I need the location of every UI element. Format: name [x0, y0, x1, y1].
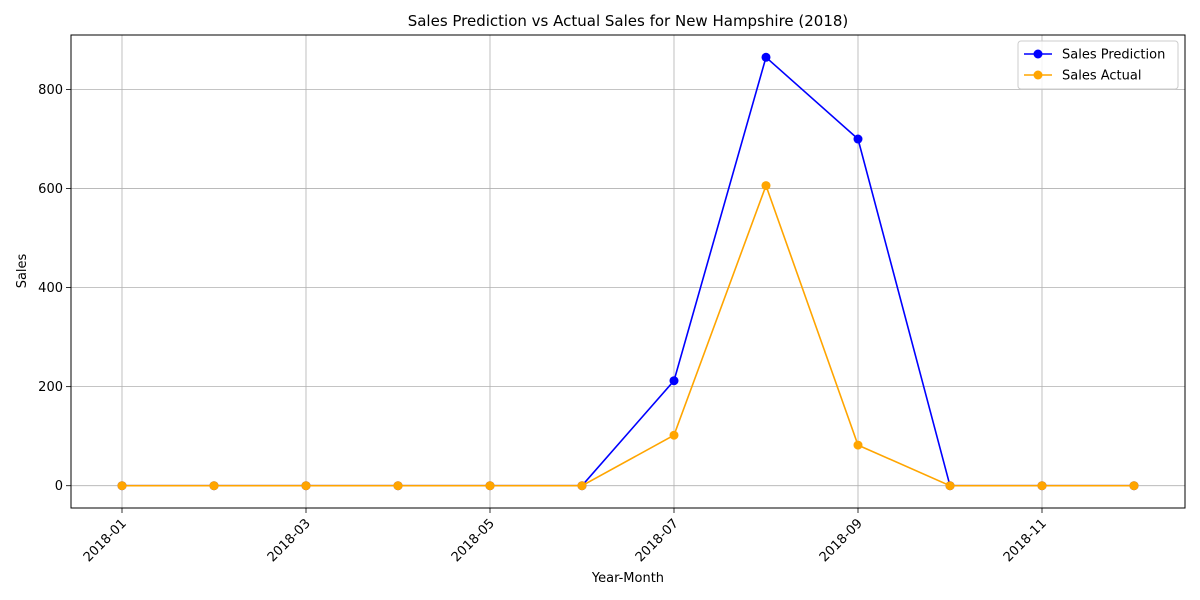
- x-tick-label: 2018-11: [1001, 516, 1050, 565]
- x-tick-label: 2018-01: [81, 516, 130, 565]
- sales-actual-point: [301, 481, 311, 491]
- sales-actual-point: [1129, 481, 1139, 491]
- legend-box: [1017, 40, 1179, 90]
- y-tick-label: 400: [38, 281, 63, 296]
- sales-prediction-point: [761, 52, 771, 62]
- series-group: [117, 52, 1139, 491]
- x-tick-label: 2018-05: [449, 516, 498, 565]
- sales-prediction-line: [122, 55, 1134, 487]
- sales-actual-point: [577, 481, 587, 491]
- plot-area-frame: [70, 34, 1186, 509]
- y-tick-label: 600: [38, 182, 63, 197]
- sales-actual-point: [393, 481, 403, 491]
- sales-actual-line: [122, 183, 1134, 487]
- sales-actual-point: [853, 440, 863, 450]
- legend: Sales Prediction Sales Actual: [1017, 40, 1179, 90]
- sales-prediction-point: [669, 376, 679, 386]
- x-tick-label: 2018-07: [633, 516, 682, 565]
- x-axis-label: Year-Month: [591, 571, 664, 586]
- grid: [71, 35, 1185, 508]
- y-tick-label: 800: [38, 83, 63, 98]
- sales-actual-point: [485, 481, 495, 491]
- sales-prediction-legend-label: Sales Prediction: [1062, 48, 1165, 63]
- x-tick-label: 2018-09: [817, 516, 866, 565]
- x-axis: 2018-01 2018-03 2018-05 2018-07 2018-09 2018-…: [81, 508, 1050, 565]
- sales-prediction-legend-marker: [1033, 49, 1043, 59]
- sales-actual-point: [209, 481, 219, 491]
- sales-actual-point: [117, 481, 127, 491]
- sales-actual-point: [669, 430, 679, 440]
- chart-title: Sales Prediction vs Actual Sales for New…: [408, 12, 849, 30]
- sales-actual-point: [761, 181, 771, 191]
- sales-actual-point: [945, 481, 955, 491]
- sales-actual-legend-label: Sales Actual: [1062, 69, 1141, 84]
- y-axis: 0 200 400 600 800: [38, 83, 71, 494]
- sales-actual-legend-marker: [1033, 70, 1043, 80]
- x-tick-label: 2018-03: [265, 516, 314, 565]
- sales-prediction-point: [853, 134, 863, 144]
- y-tick-label: 200: [38, 380, 63, 395]
- y-tick-label: 0: [55, 479, 63, 494]
- sales-actual-point: [1037, 481, 1047, 491]
- y-axis-label: Sales: [15, 253, 30, 288]
